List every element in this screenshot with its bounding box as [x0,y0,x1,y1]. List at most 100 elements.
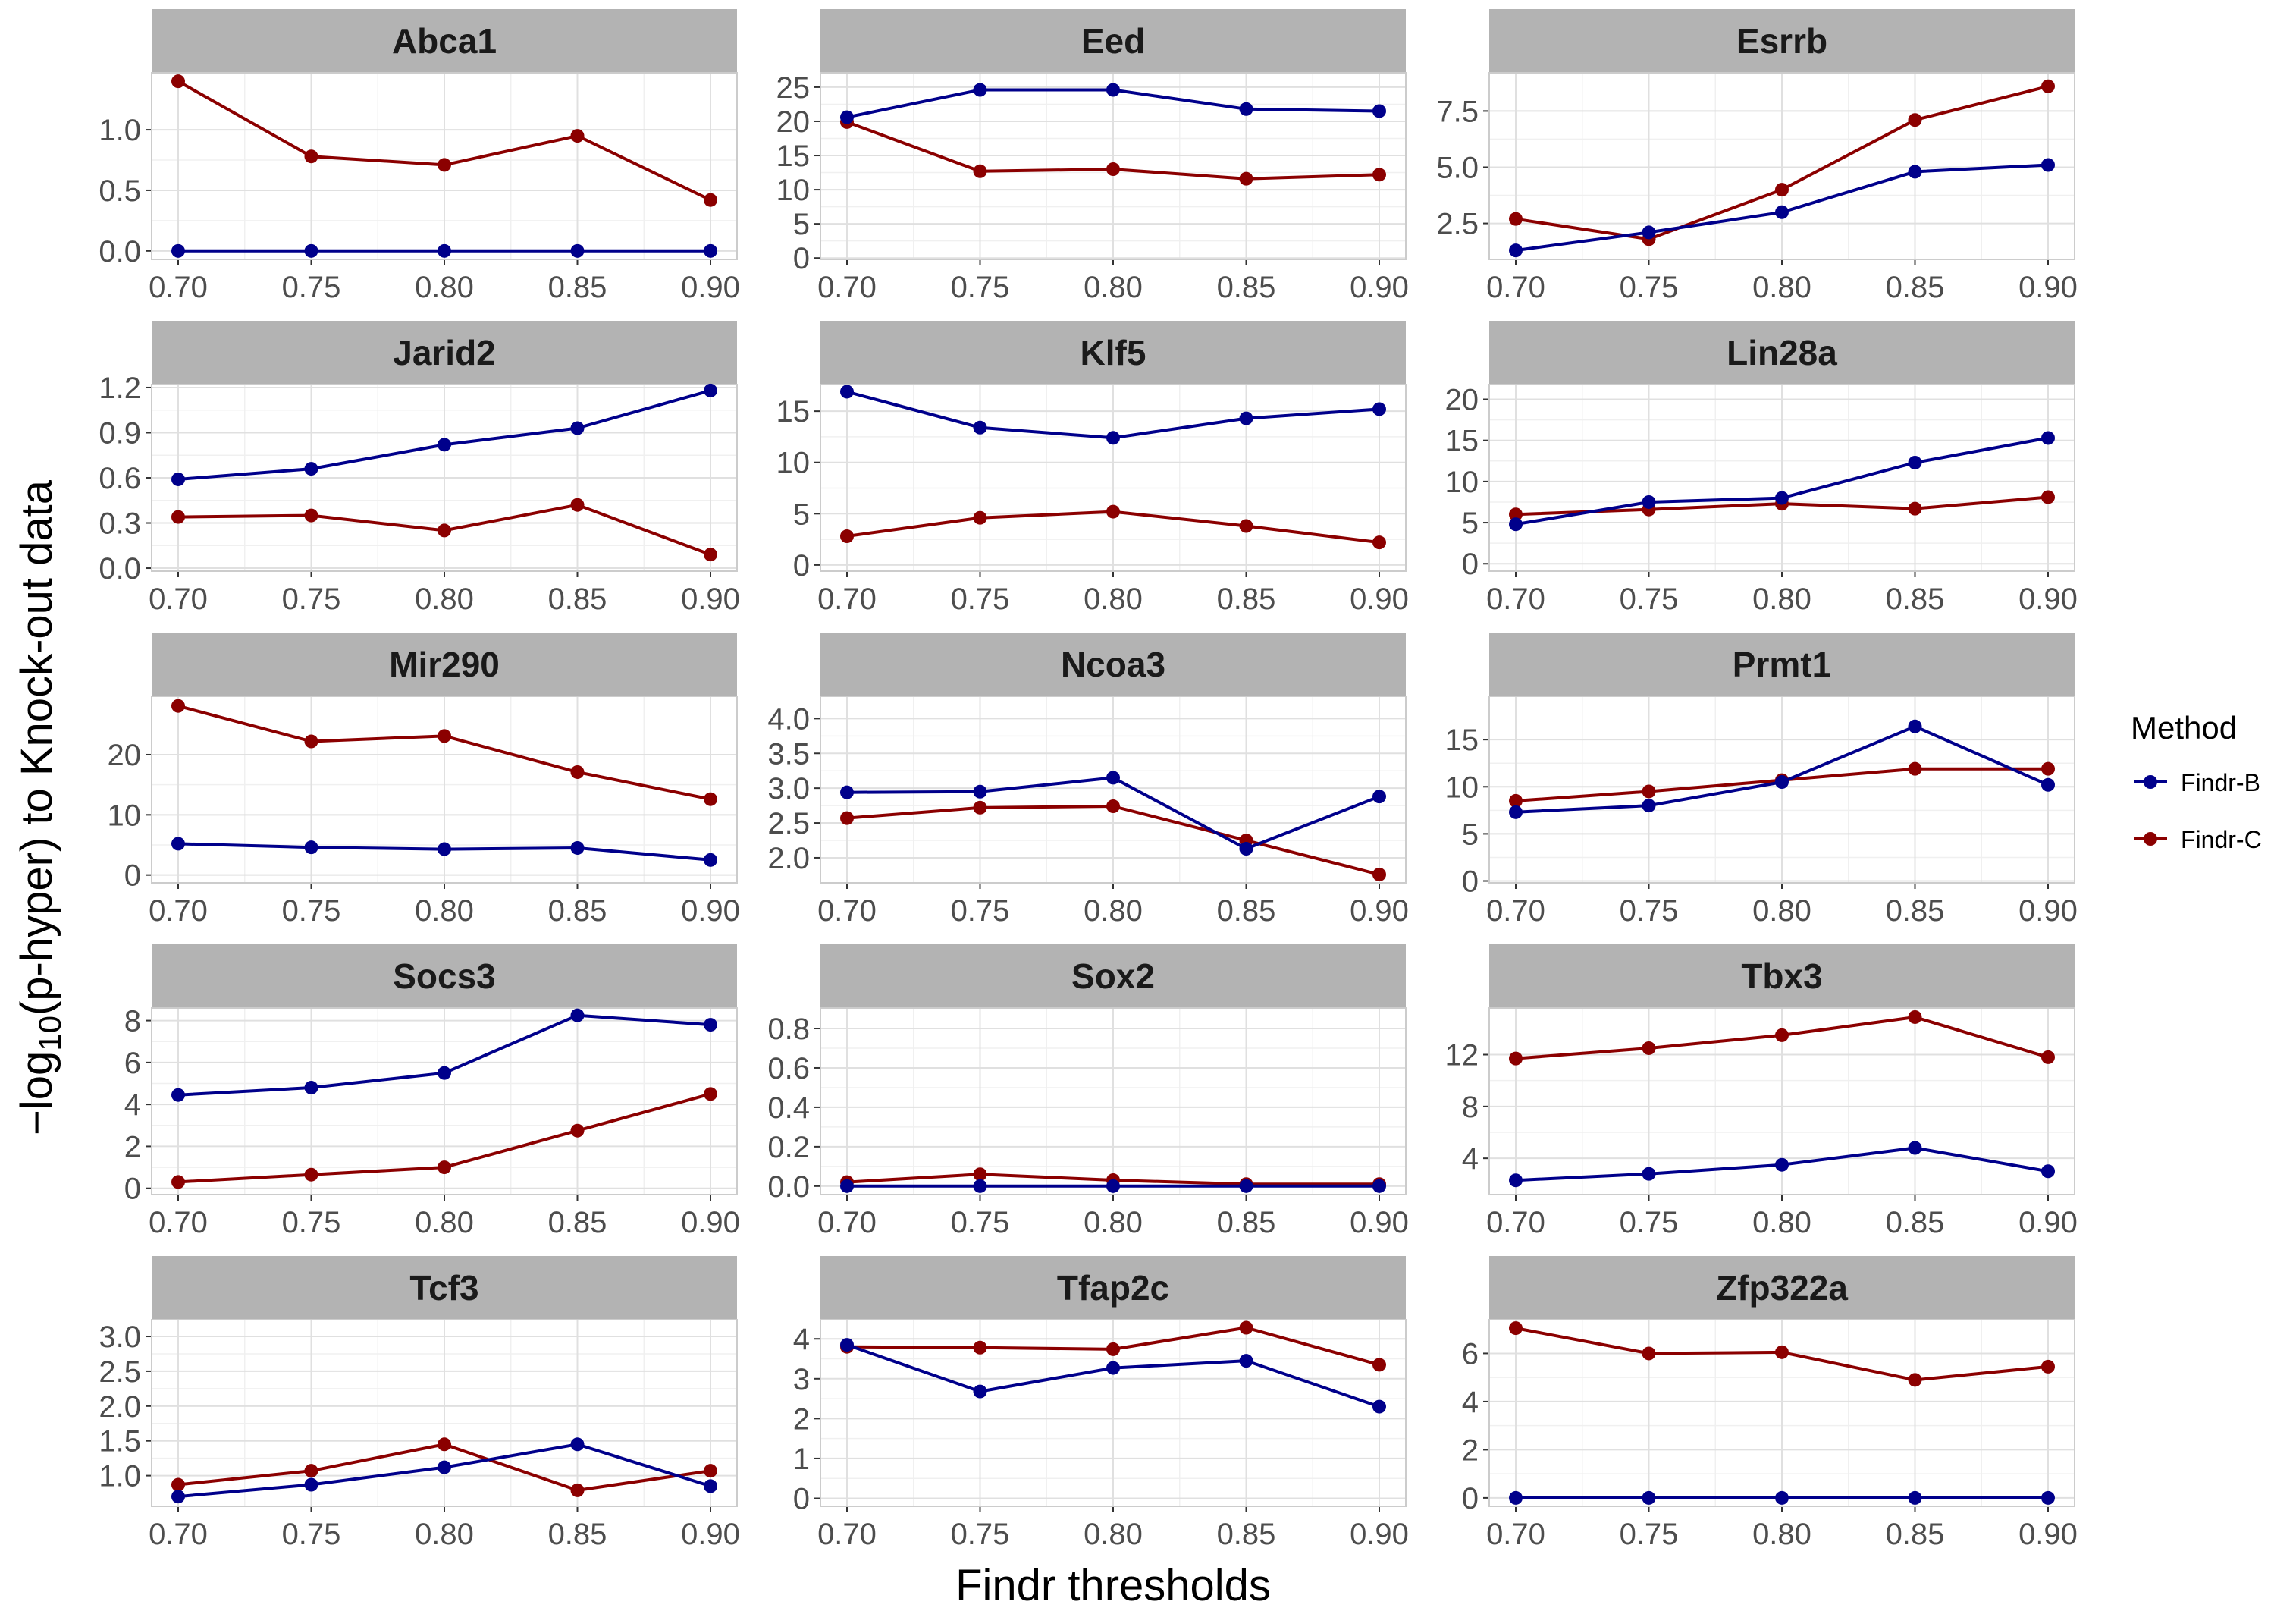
y-axis-title-suffix: (p-hyper) to Knock-out data [12,479,61,1016]
data-point-findr-c [1775,1345,1789,1359]
y-tick-label: 1.2 [99,372,141,405]
data-point-findr-c [1908,1373,1922,1387]
data-point-findr-b [570,1008,585,1022]
x-tick-label: 0.80 [1752,1206,1811,1239]
x-tick-label: 0.85 [1217,1206,1276,1239]
series-findr-c [840,115,1386,186]
panel-tbx3: Tbx3 4 8 12 0.70 0.75 0.80 0.85 0.90 [1445,944,2078,1239]
data-point-findr-c [1106,504,1120,519]
y-tick-label: 15 [1445,425,1479,458]
x-tick-label: 0.75 [282,1518,341,1551]
panel-title: Tfap2c [1057,1268,1169,1308]
panel-border [820,1007,1407,1195]
data-point-findr-b [304,1081,318,1095]
data-point-findr-b [1106,771,1120,785]
data-point-findr-c [171,1477,185,1492]
y-tick-label: 3 [793,1363,810,1396]
x-tick-label: 0.80 [415,271,474,304]
panel-title: Sox2 [1071,956,1155,996]
data-point-findr-c [1372,168,1386,182]
data-point-findr-c [1775,183,1789,197]
x-tick-label: 0.85 [1886,271,1945,304]
x-tick-label: 0.75 [1620,894,1679,928]
panel-strip [820,633,1406,696]
data-point-findr-c [973,1167,987,1182]
data-point-findr-b [973,1179,987,1193]
y-tick-label: 1.0 [99,1460,141,1493]
x-tick-label: 0.70 [149,1518,208,1551]
legend-key-point-findr-c [2144,832,2157,846]
data-point-findr-c [973,164,987,178]
data-point-findr-b [1775,205,1789,219]
x-tick-label: 0.85 [548,1206,607,1239]
x-tick-label: 0.75 [282,1206,341,1239]
x-tick-label: 0.70 [817,894,877,928]
data-point-findr-b [2041,431,2055,445]
y-tick-label: 2 [124,1130,141,1163]
y-tick-label: 20 [108,739,142,772]
y-tick-label: 2.5 [767,807,810,840]
x-tick-label: 0.80 [1084,582,1143,616]
data-point-findr-c [1642,1346,1656,1361]
y-tick-label: 0.6 [99,462,141,495]
data-point-findr-b [2041,1490,2055,1505]
panel-lin28a: Lin28a 0 5 10 15 20 0.70 0.75 0.80 0.85 0.90 [1445,321,2078,616]
panel-border [1488,696,2075,884]
panel-border [151,72,738,260]
data-point-findr-c [1908,1010,1922,1024]
series-findr-c [171,498,717,562]
x-tick-label: 0.70 [817,1518,877,1551]
series-findr-c [171,1437,717,1497]
data-point-findr-b [1775,491,1789,505]
panel-strip [152,321,737,385]
panel-title: Jarid2 [393,333,496,372]
data-point-findr-b [1509,243,1523,258]
x-tick-label: 0.70 [1486,1206,1545,1239]
series-findr-b [840,83,1386,124]
y-tick-label: 10 [776,174,811,207]
data-point-findr-c [304,508,318,523]
y-tick-label: 10 [108,799,142,832]
data-point-findr-c [438,523,451,538]
data-point-findr-b [704,853,717,867]
panel-title: Mir290 [389,645,500,684]
x-tick-label: 0.80 [1752,271,1811,304]
series-findr-c [1509,1010,2055,1066]
x-tick-label: 0.75 [951,271,1010,304]
panel-strip [820,321,1406,385]
x-tick-label: 0.75 [282,582,341,616]
data-point-findr-b [1239,1179,1253,1193]
panel-abca1: Abca1 0.0 0.5 1.0 0.70 0.75 0.80 0.85 0.90 [99,9,740,304]
panel-strip [820,1256,1406,1320]
data-point-findr-b [1908,165,1922,179]
panel-title: Socs3 [393,956,496,996]
series-findr-c [171,699,717,806]
legend-label-findr-b: Findr-B [2181,769,2260,796]
x-axis-title: Findr thresholds [955,1561,1271,1610]
legend-key-point-findr-b [2144,775,2157,789]
data-point-findr-b [704,243,717,258]
y-tick-label: 4 [124,1088,141,1122]
y-tick-label: 5 [1462,507,1479,540]
panel-border [1488,384,2075,572]
data-point-findr-c [171,510,185,524]
data-point-findr-b [2041,777,2055,792]
series-findr-b [171,1008,717,1102]
data-point-findr-c [704,1087,717,1101]
data-point-findr-c [304,1464,318,1478]
data-point-findr-b [1509,805,1523,819]
panel-border [820,696,1407,884]
x-tick-label: 0.90 [681,582,740,616]
x-tick-label: 0.75 [951,1206,1010,1239]
panel-jarid2: Jarid2 0.0 0.3 0.6 0.9 1.2 0.70 0.75 0.80 0.85 0.9… [99,321,740,616]
data-point-findr-b [1642,225,1656,240]
data-point-findr-b [438,1066,451,1080]
data-point-findr-c [570,498,585,512]
series-findr-c [840,504,1386,550]
data-point-findr-c [438,1160,451,1175]
data-point-findr-c [171,74,185,89]
panel-border [820,384,1407,572]
y-tick-label: 2.5 [1436,208,1479,241]
y-tick-label: 2.0 [99,1390,141,1424]
